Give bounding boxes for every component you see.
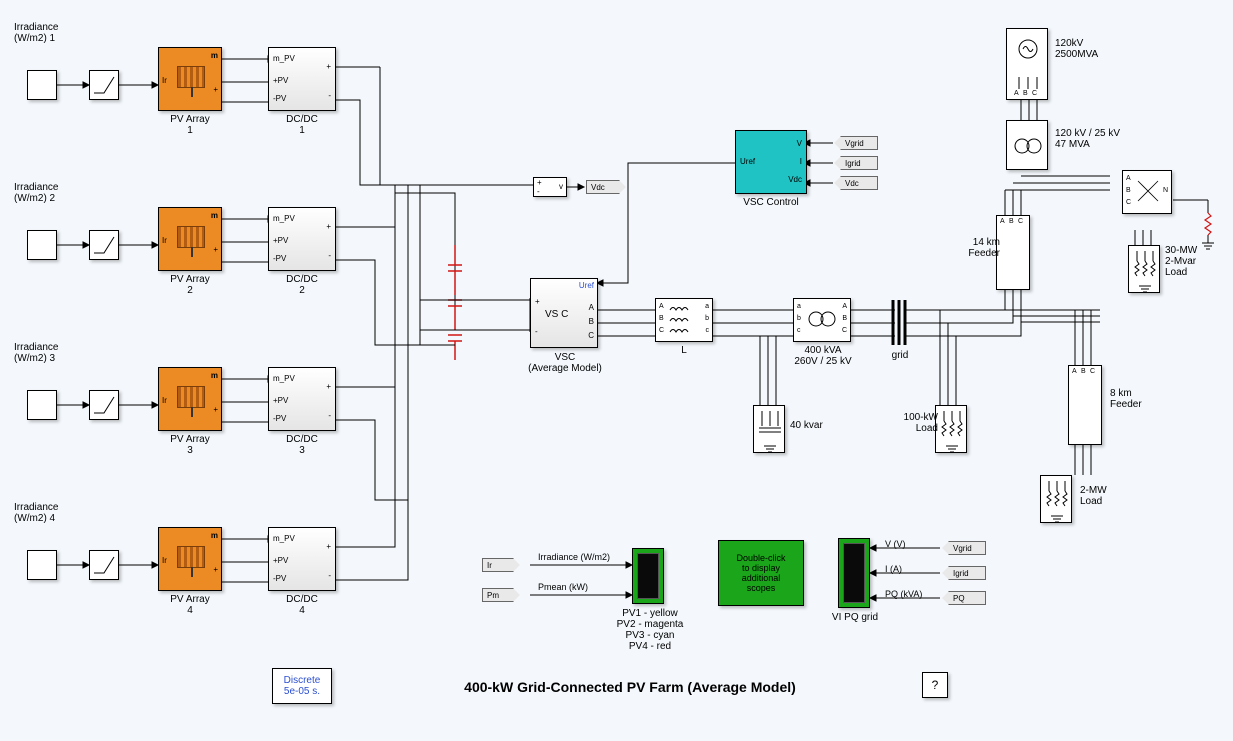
ramp-block-1[interactable] — [89, 70, 119, 100]
scope-pv-legend: PV1 - yellowPV2 - magentaPV3 - cyanPV4 -… — [610, 608, 690, 652]
vsc-control-label: VSC Control — [735, 197, 807, 208]
ramp-block-4[interactable] — [89, 550, 119, 580]
dcdc-label-1: DC/DC1 — [268, 114, 336, 136]
source-120kv[interactable]: A B C — [1006, 28, 1048, 100]
vsc-text: VS C — [545, 309, 568, 320]
solar-panel-icon — [177, 66, 205, 88]
xfmr-120-25[interactable] — [1006, 120, 1048, 170]
pv-array-2[interactable]: m Ir + — [158, 207, 222, 271]
xfmr120-label: 120 kV / 25 kV47 MVA — [1055, 128, 1145, 150]
dcdc-label-2: DC/DC2 — [268, 274, 336, 296]
grid-bus-label: grid — [885, 350, 915, 361]
tag-vdc-in: Vdc — [840, 176, 878, 190]
constant-block-2[interactable] — [27, 230, 57, 260]
pv-array-label-3: PV Array3 — [158, 434, 222, 456]
scope-grid-label: VI PQ grid — [825, 612, 885, 623]
vsc-avg-label: VSC(Average Model) — [515, 352, 615, 374]
powergui-block[interactable]: Discrete 5e-05 s. — [272, 668, 332, 704]
model-title: 400-kW Grid-Connected PV Farm (Average M… — [420, 680, 840, 695]
tag-vgrid: Vgrid — [840, 136, 878, 150]
pv-array-3[interactable]: m Ir + — [158, 367, 222, 431]
load-2mw[interactable] — [1040, 475, 1072, 523]
tag-ir: Ir — [482, 558, 514, 572]
load2mw-label: 2-MWLoad — [1080, 485, 1125, 507]
scope-right-lbl1: V (V) — [885, 540, 906, 550]
discrete-line2: 5e-05 s. — [284, 686, 320, 697]
feeder14-label: 14 kmFeeder — [955, 237, 1000, 259]
tag-vgrid2: Vgrid — [948, 541, 986, 555]
ramp-block-3[interactable] — [89, 390, 119, 420]
dcdc-2[interactable]: m_PV +PV -PV + - — [268, 207, 336, 271]
irradiance-label-1: Irradiance(W/m2) 1 — [14, 22, 84, 44]
scope-right-lbl2: I (A) — [885, 565, 902, 575]
constant-block-1[interactable] — [27, 70, 57, 100]
irradiance-label-4: Irradiance(W/m2) 4 — [14, 502, 84, 524]
dcdc-1[interactable]: m_PV +PV -PV + - — [268, 47, 336, 111]
tag-igrid: Igrid — [840, 156, 878, 170]
load-100kw[interactable] — [935, 405, 967, 453]
vdc-tag: Vdc — [586, 180, 620, 194]
dcdc-3[interactable]: m_PV +PV -PV + - — [268, 367, 336, 431]
xfmr400-label: 400 kVA260V / 25 kV — [783, 345, 863, 367]
constant-block-3[interactable] — [27, 390, 57, 420]
load100-label: 100-kWLoad — [893, 412, 938, 434]
vsc-average[interactable]: Uref + - VS C A B C — [530, 278, 598, 348]
pv-array-label-2: PV Array2 — [158, 274, 222, 296]
xfmr-400kva[interactable]: a b c A B C — [793, 298, 851, 342]
display-scopes-text: Double-clickto displayadditionalscopes — [736, 553, 785, 593]
port-dplus: + — [326, 62, 331, 71]
L-label: L — [655, 345, 713, 356]
pv-array-label-1: PV Array1 — [158, 114, 222, 136]
port-ppv: +PV — [273, 76, 288, 85]
ramp-block-2[interactable] — [89, 230, 119, 260]
kvar40-label: 40 kvar — [790, 420, 840, 431]
pv-array-label-4: PV Array4 — [158, 594, 222, 616]
constant-block-4[interactable] — [27, 550, 57, 580]
cap-40kvar[interactable] — [753, 405, 785, 453]
port-dminus: - — [328, 91, 331, 100]
irradiance-label-2: Irradiance(W/m2) 2 — [14, 182, 84, 204]
solar-panel-icon — [177, 226, 205, 248]
solar-panel-icon — [177, 386, 205, 408]
scope-grid[interactable] — [838, 538, 870, 608]
display-scopes-button[interactable]: Double-clickto displayadditionalscopes — [718, 540, 804, 606]
dcdc-4[interactable]: m_PV +PV -PV + - — [268, 527, 336, 591]
voltage-meter[interactable]: + - v — [533, 177, 567, 197]
tag-pq: PQ — [948, 591, 986, 605]
inductor-L[interactable]: A B C a b c — [655, 298, 713, 342]
discrete-line1: Discrete — [284, 675, 321, 686]
scope-left-lbl2: Pmean (kW) — [538, 583, 588, 593]
feeder-8km[interactable]: A B C — [1068, 365, 1102, 445]
dcdc-label-3: DC/DC3 — [268, 434, 336, 456]
load-30mw[interactable] — [1128, 245, 1160, 293]
load30-label: 30-MW2-MvarLoad — [1165, 245, 1215, 278]
pv-array-1[interactable]: m Ir + — [158, 47, 222, 111]
pv-array-4[interactable]: m Ir + — [158, 527, 222, 591]
solar-panel-icon — [177, 546, 205, 568]
feeder8-label: 8 kmFeeder — [1110, 388, 1155, 410]
vsc-control[interactable]: V I Vdc Uref — [735, 130, 807, 194]
irradiance-label-3: Irradiance(W/m2) 3 — [14, 342, 84, 364]
scope-pv[interactable] — [632, 548, 664, 604]
vi-measure[interactable]: A B C N — [1122, 170, 1172, 214]
port-npv: -PV — [273, 94, 286, 103]
tag-igrid2: Igrid — [948, 566, 986, 580]
feeder-14km[interactable]: A B C — [996, 215, 1030, 290]
port-ir: Ir — [162, 76, 167, 85]
dcdc-label-4: DC/DC4 — [268, 594, 336, 616]
help-label: ? — [932, 678, 939, 692]
scope-left-lbl1: Irradiance (W/m2) — [538, 553, 610, 563]
help-button[interactable]: ? — [922, 672, 948, 698]
port-m: m — [211, 51, 218, 60]
port-mpv: m_PV — [273, 54, 295, 63]
scope-right-lbl3: PQ (kVA) — [885, 590, 922, 600]
tag-pm: Pm — [482, 588, 514, 602]
src120-label: 120kV2500MVA — [1055, 38, 1125, 60]
port-plus: + — [213, 85, 218, 94]
